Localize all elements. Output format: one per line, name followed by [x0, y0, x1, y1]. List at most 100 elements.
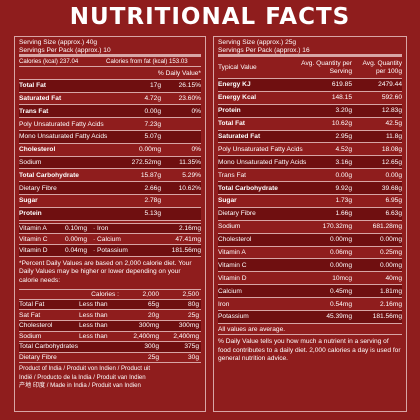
nutrient-row: Total Fat 10.62g 42.5g	[218, 118, 402, 131]
per-100g-value: 11.8g	[385, 133, 402, 140]
nutrient-daily-value: 0%	[191, 146, 201, 154]
per-100g-value: 18.08g	[381, 145, 402, 153]
nutrient-amount: 272.52mg	[131, 158, 161, 166]
nutrient-name: Trans Fat	[218, 171, 246, 179]
nutrient-name: Saturated Fat	[218, 133, 261, 140]
nutrition-panel-left: Serving Size (approx.) 40g Servings Per …	[14, 36, 206, 412]
daily-value-footnote: *Percent Daily Values are based on 2,000…	[19, 257, 201, 290]
nutrient-name: Vitamin D	[218, 274, 247, 282]
guide-2000: 2,400mg	[133, 332, 159, 340]
guide-2500: 300mg	[178, 322, 199, 330]
calories-total: Calories (kcal) 237.04	[19, 58, 79, 66]
guide-2000: 20g	[147, 311, 159, 319]
country-of-origin: Product of India / Produit von Indien / …	[19, 365, 151, 389]
per-serving-value: 10mcg	[332, 274, 352, 282]
vitamin-value: 0.04mg	[65, 247, 87, 255]
per-100g-value: 40mg	[385, 274, 403, 282]
per-serving-value: 1.73g	[335, 197, 352, 205]
vitamin-name: Vitamin A	[19, 224, 47, 232]
nutrient-name: Total Carbohydrate	[19, 171, 79, 179]
daily-value-header: % Daily Value*	[19, 67, 201, 80]
page-title: NUTRITIONAL FACTS	[69, 4, 351, 30]
nutrient-row: Dietary Fibre 1.66g 6.63g	[218, 207, 402, 221]
per-serving-value: 0.45mg	[330, 287, 352, 295]
guide-2500: 30g	[187, 354, 199, 362]
nutrient-row: Sodium 170.32mg 681.28mg	[218, 221, 402, 234]
nutrient-name: Mono Unsaturated Fatty Acids	[19, 133, 108, 141]
nutrient-name: Energy Kcal	[218, 94, 257, 102]
nutrient-row: Total Carbohydrate 9.92g 39.68g	[218, 182, 402, 196]
nutrient-name: Protein	[19, 210, 42, 218]
table-header: Typical Value Avg. Quantity per Serving …	[218, 57, 402, 79]
calorie-guide-table: Total Fat Less than 65g 80g Sat Fat Less than…	[19, 299, 201, 364]
mineral-name: · Iron	[93, 224, 109, 232]
guide-2000: 65g	[147, 301, 159, 309]
right-nutrient-table: Energy KJ 619.85 2479.44 Energy Kcal 148.15 5…	[218, 79, 402, 324]
calorie-guide-row: Total Fat Less than 65g 80g	[19, 299, 201, 311]
nutrient-name: Total Fat	[218, 120, 245, 128]
per-100g-value: 12.65g	[381, 158, 402, 166]
nutrient-name: Protein	[218, 107, 241, 115]
per-serving-value: 0.00mg	[330, 236, 352, 244]
vitamin-row: Vitamin A 0.10mg · Iron 2.16mg	[19, 222, 201, 234]
per-100g-value: 1.81mg	[380, 287, 402, 295]
nutrient-row: Vitamin A 0.06mg 0.25mg	[218, 247, 402, 260]
nutrient-row: Vitamin C 0.00mg 0.00mg	[218, 259, 402, 273]
per-100g-value: 0.25mg	[380, 249, 402, 257]
per-100g-value: 0.00g	[385, 171, 402, 179]
nutrient-name: Total Fat	[19, 82, 46, 90]
per-100g-value: 2479.44	[378, 81, 402, 89]
nutrient-row: Potassium 45.39mg 181.56mg	[218, 311, 402, 324]
nutrient-row: Dietary Fibre 2.66g 10.62%	[19, 182, 201, 195]
vitamin-row: Vitamin D 0.04mg · Potassium 181.56mg	[19, 245, 201, 257]
guide-name: Sat Fat	[19, 311, 41, 319]
per-100g-value: 39.68g	[381, 184, 402, 192]
guide-name: Dietary Fibre	[19, 354, 57, 362]
vitamin-name: Vitamin D	[19, 247, 48, 255]
per-100g-value: 12.83g	[381, 107, 402, 115]
calories-row: Calories (kcal) 237.04 Calories from fat…	[19, 57, 201, 68]
calorie-guide-row: Sat Fat Less than 20g 25g	[19, 310, 201, 321]
nutrient-name: Energy KJ	[218, 81, 251, 89]
per-100g-value: 0.00mg	[380, 261, 402, 269]
serving-size: Serving Size (approx.) 25g	[218, 39, 297, 46]
guide-comparator: Less than	[79, 301, 108, 309]
per-100g-value: 0.00mg	[380, 236, 402, 244]
vitamin-value: 0.10mg	[65, 224, 87, 232]
guide-2000: 300mg	[138, 322, 159, 330]
nutrient-daily-value: 0%	[191, 107, 201, 115]
per-serving-value: 170.32mg	[322, 223, 352, 231]
calorie-guide-row: Cholesterol Less than 300mg 300mg	[19, 321, 201, 332]
nutrient-daily-value: 26.15%	[178, 82, 201, 90]
guide-name: Cholesterol	[19, 322, 53, 330]
nutrient-amount: 4.72g	[144, 94, 161, 102]
nutrient-name: Total Carbohydrate	[218, 184, 278, 192]
guide-name: Total Fat	[19, 301, 45, 309]
nutrient-row: Protein 5.13g	[19, 207, 201, 221]
per-serving-value: 3.20g	[335, 107, 352, 115]
nutrient-name: Saturated Fat	[19, 94, 62, 102]
nutrient-row: Trans Fat 0.00g 0%	[19, 105, 201, 119]
nutrient-row: Poly Unsaturated Fatty Acids 7.23g	[19, 118, 201, 131]
mineral-value: 181.56mg	[171, 247, 201, 255]
guide-2500: 2,400mg	[173, 332, 199, 340]
nutrient-amount: 2.78g	[144, 197, 161, 205]
per-100g-value: 592.60	[381, 94, 402, 102]
nutrient-row: Energy Kcal 148.15 592.60	[218, 92, 402, 105]
nutrient-row: Poly Unsaturated Fatty Acids 4.52g 18.08g	[218, 143, 402, 157]
nutrient-row: Protein 3.20g 12.83g	[218, 104, 402, 118]
nutrient-name: Sodium	[218, 223, 241, 231]
nutrient-name: Calcium	[218, 287, 242, 295]
nutrient-name: Sugar	[218, 197, 237, 205]
nutrient-row: Sodium 272.52mg 11.35%	[19, 156, 201, 170]
nutrient-row: Cholesterol 0.00mg 0%	[19, 144, 201, 157]
nutrient-name: Vitamin C	[218, 261, 247, 269]
nutrient-name: Cholesterol	[19, 146, 56, 154]
nutrient-amount: 7.23g	[144, 120, 161, 128]
nutrient-row: Energy KJ 619.85 2479.44	[218, 79, 402, 92]
nutrient-row: Cholesterol 0.00mg 0.00mg	[218, 233, 402, 247]
nutrient-row: Total Carbohydrate 15.87g 5.29%	[19, 169, 201, 183]
nutrient-name: Potassium	[218, 313, 249, 321]
mineral-name: · Calcium	[93, 235, 121, 243]
nutrient-amount: 0.00g	[144, 107, 161, 115]
